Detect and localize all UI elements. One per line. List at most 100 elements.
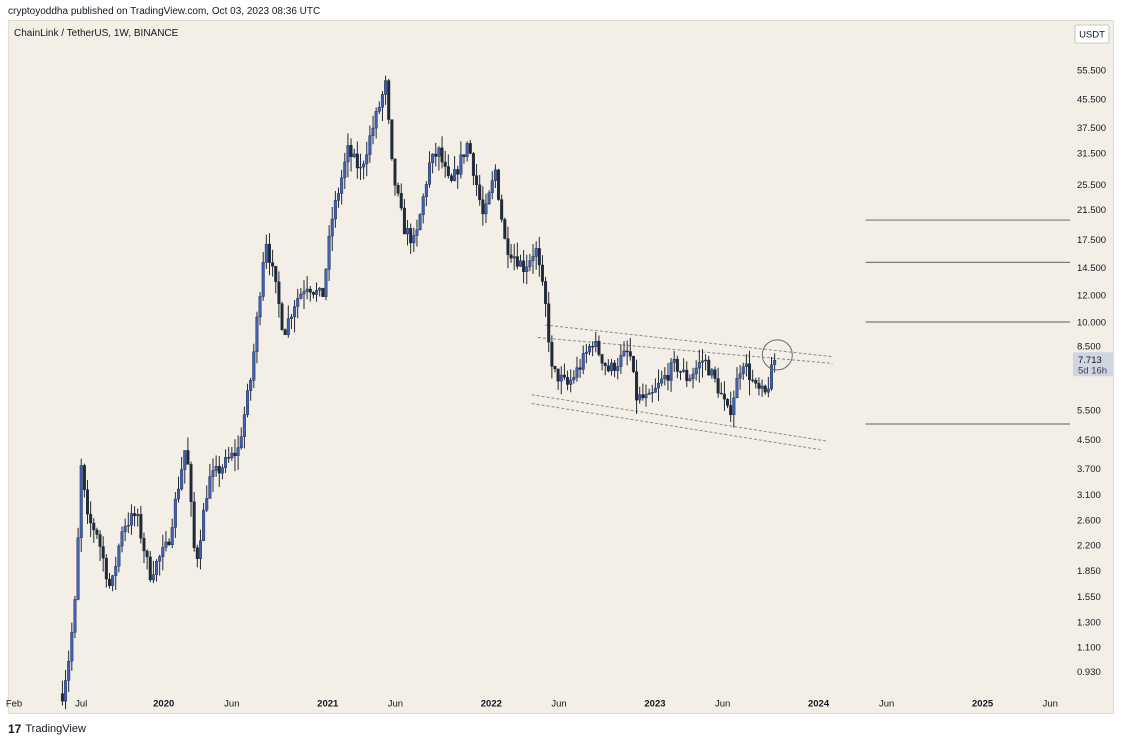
- candle-body: [729, 405, 733, 416]
- candle-body: [622, 350, 626, 356]
- candles: [60, 75, 777, 710]
- candle-body: [522, 260, 526, 272]
- candle-body: [86, 489, 90, 515]
- candle-body: [431, 153, 435, 164]
- candle-body: [547, 303, 551, 343]
- candle-body: [167, 541, 171, 545]
- candle-body: [302, 291, 306, 295]
- candle-body: [148, 556, 152, 581]
- candle-body: [101, 546, 105, 559]
- y-tick-label: 3.100: [1077, 490, 1101, 501]
- candle-body: [82, 465, 86, 490]
- candle-body: [327, 235, 331, 270]
- candle-body: [180, 469, 184, 490]
- channel-line[interactable]: [531, 394, 828, 442]
- candle-body: [647, 392, 651, 395]
- candle-body: [70, 632, 74, 662]
- candle-body: [139, 514, 143, 539]
- candle-body: [374, 111, 378, 129]
- y-tick-label: 14.500: [1077, 263, 1106, 274]
- candle-body: [572, 377, 576, 381]
- candle-body: [437, 147, 441, 157]
- candle-body: [390, 119, 394, 159]
- candle-body: [468, 143, 472, 154]
- candle-body: [704, 359, 708, 362]
- candle-body: [249, 380, 253, 391]
- candle-body: [170, 527, 174, 545]
- candle-body: [678, 371, 682, 373]
- candle-body: [217, 466, 221, 474]
- candle-body: [518, 260, 522, 267]
- candle-body: [660, 378, 664, 384]
- y-tick-label: 21.500: [1077, 205, 1106, 216]
- candle-body: [575, 367, 579, 378]
- candle-body: [333, 200, 337, 220]
- candle-body: [628, 351, 632, 357]
- candle-body: [346, 145, 350, 163]
- candle-body: [434, 153, 438, 157]
- candle-body: [650, 392, 654, 394]
- y-tick-label: 31.500: [1077, 149, 1106, 160]
- candle-body: [107, 578, 111, 586]
- candle-body: [176, 488, 180, 500]
- candle-body: [641, 394, 645, 399]
- x-tick-label: Jul: [75, 699, 87, 710]
- candle-body: [129, 513, 133, 526]
- candle-body: [387, 80, 391, 120]
- candle-body: [556, 368, 560, 382]
- candle-body: [613, 362, 617, 371]
- candle-body: [471, 153, 475, 176]
- candle-body: [427, 162, 431, 185]
- candle-body: [95, 529, 99, 535]
- candle-body: [274, 266, 278, 282]
- channel-line[interactable]: [531, 402, 821, 451]
- candle-body: [644, 394, 648, 399]
- currency-selector[interactable]: [1074, 24, 1110, 44]
- highlight-circle[interactable]: [761, 339, 793, 371]
- candle-body: [578, 367, 582, 370]
- candle-body: [588, 345, 592, 353]
- currency-label[interactable]: USDT: [1079, 30, 1105, 41]
- tradingview-logo-icon: 17: [8, 722, 22, 736]
- candle-body: [406, 228, 410, 235]
- candle-body: [675, 358, 679, 372]
- x-tick-label: Jun: [1043, 699, 1058, 710]
- y-tick-label: 2.200: [1077, 540, 1101, 551]
- candle-body: [415, 229, 419, 236]
- candle-body: [214, 466, 218, 471]
- candle-body: [230, 452, 234, 459]
- candle-body: [161, 547, 165, 557]
- candle-body: [164, 541, 168, 548]
- candle-body: [337, 193, 341, 201]
- candle-body: [537, 248, 541, 266]
- candle-body: [766, 388, 770, 393]
- x-tick-label: 2021: [317, 699, 339, 710]
- candle-body: [246, 390, 250, 415]
- candle-body: [609, 362, 613, 372]
- candle-body: [553, 366, 557, 370]
- candle-body: [544, 281, 548, 304]
- candle-body: [440, 147, 444, 163]
- candle-body: [603, 363, 607, 366]
- candle-body: [497, 169, 501, 200]
- y-tick-label: 1.100: [1077, 642, 1101, 653]
- candle-body: [286, 318, 290, 336]
- channel-line[interactable]: [545, 324, 833, 358]
- candle-body: [64, 680, 68, 702]
- candle-body: [653, 387, 657, 393]
- candle-body: [318, 287, 322, 291]
- candle-body: [79, 465, 83, 538]
- x-tick-label: 2023: [644, 699, 665, 710]
- x-tick-label: Jun: [715, 699, 730, 710]
- channel-line[interactable]: [537, 337, 833, 364]
- candle-body: [192, 501, 196, 548]
- y-tick-label: 1.300: [1077, 618, 1101, 629]
- candle-body: [569, 379, 573, 385]
- x-tick-label: 2020: [153, 699, 174, 710]
- candle-body: [700, 360, 704, 363]
- candle-body: [769, 364, 773, 390]
- y-tick-label: 1.550: [1077, 592, 1101, 603]
- y-tick-label: 1.850: [1077, 566, 1101, 577]
- candle-body: [111, 575, 115, 586]
